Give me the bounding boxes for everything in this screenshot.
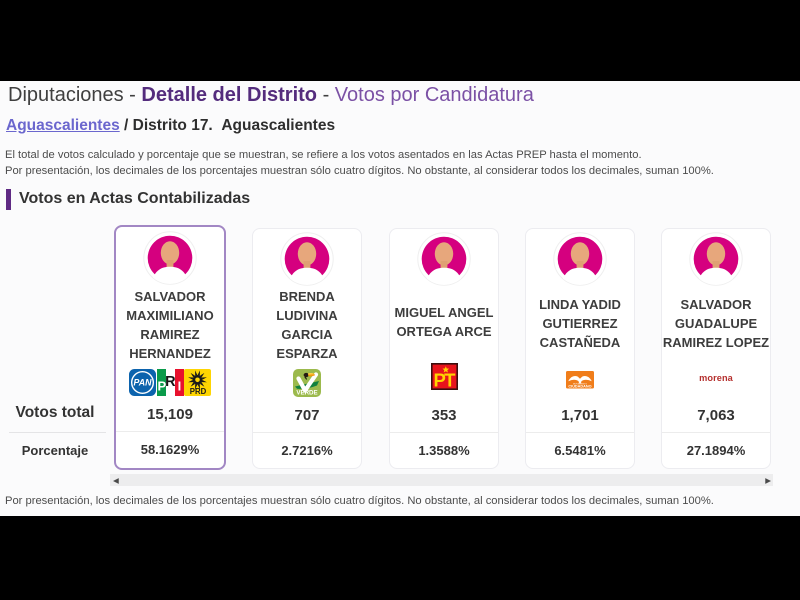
svg-text:PRD: PRD: [190, 387, 207, 396]
svg-text:I: I: [177, 379, 181, 394]
svg-text:CIUDADANO: CIUDADANO: [568, 385, 591, 389]
svg-text:R: R: [165, 374, 176, 390]
svg-text:VERDE: VERDE: [296, 390, 317, 397]
svg-text:T: T: [444, 369, 456, 390]
svg-text:P: P: [433, 369, 445, 390]
svg-text:MOVIMIENTO: MOVIMIENTO: [573, 383, 587, 385]
svg-text:PAN: PAN: [134, 378, 153, 388]
svg-text:P: P: [157, 379, 166, 394]
